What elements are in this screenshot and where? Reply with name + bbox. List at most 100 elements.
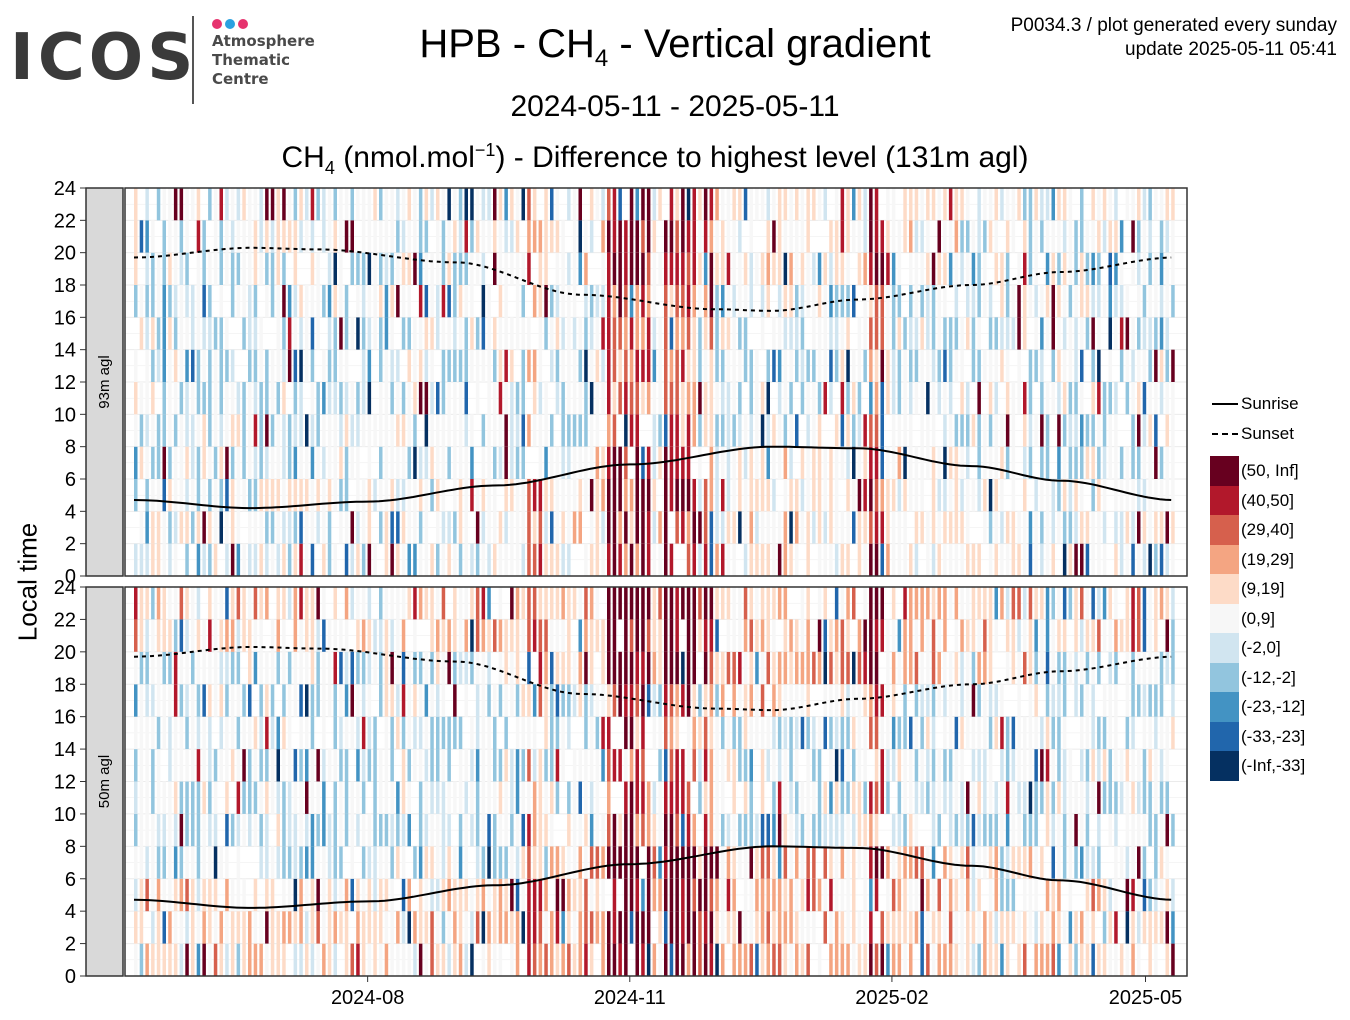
heat-cell [475, 749, 480, 782]
heat-cell [646, 543, 651, 576]
heat-cell [572, 813, 577, 847]
heat-cell [1005, 878, 1010, 912]
heat-cell [179, 188, 184, 221]
heat-cell [162, 943, 166, 976]
heat-cell [538, 749, 543, 782]
heat-cell [1091, 220, 1095, 253]
heat-cell [1023, 781, 1027, 814]
heat-cell [384, 651, 389, 685]
heat-cell [504, 911, 508, 944]
heat-cell [1154, 781, 1158, 814]
heat-cell [806, 220, 810, 253]
heat-cell [954, 414, 959, 447]
heat-cell [886, 285, 890, 318]
heat-cell [863, 813, 867, 847]
heat-cell [1068, 651, 1073, 685]
heat-cell [447, 285, 451, 318]
heat-cell [920, 943, 924, 976]
heat-cell [652, 511, 657, 544]
heat-cell [966, 414, 970, 447]
legend-item-category: (0,9] [1210, 603, 1340, 633]
heat-cell [641, 188, 645, 221]
heat-cell [504, 781, 508, 814]
heat-cell [145, 619, 149, 652]
heat-cell [361, 188, 366, 221]
heat-cell [373, 220, 377, 253]
heat-cell [612, 285, 617, 318]
heat-cell [760, 382, 765, 415]
panel-border [124, 187, 1188, 577]
heat-cell [1125, 349, 1130, 382]
heat-cell [709, 349, 714, 382]
heat-cell [179, 382, 184, 415]
heat-cell [1097, 749, 1101, 782]
heat-cell [191, 414, 195, 447]
heat-cell [646, 813, 651, 847]
heat-cell [1028, 252, 1033, 285]
heat-cell [772, 684, 776, 717]
heat-cell [179, 943, 184, 976]
heat-cell [681, 781, 685, 814]
heat-cell [436, 911, 440, 944]
heat-cell [287, 846, 292, 879]
heat-cell [698, 317, 702, 350]
heat-cell [555, 543, 560, 576]
heat-cell [806, 543, 810, 576]
heat-cell [943, 716, 947, 750]
heat-cell [327, 285, 332, 318]
heat-cell [1000, 911, 1004, 944]
heat-cell [316, 446, 320, 479]
heat-cell [931, 317, 936, 350]
heat-cell [823, 479, 827, 512]
heat-cell [572, 749, 577, 782]
heat-cell [903, 911, 907, 944]
heat-cell [607, 446, 611, 479]
heat-cell [1000, 684, 1004, 717]
heat-cell [1062, 511, 1067, 544]
heat-cell [960, 911, 964, 944]
heat-cell [800, 220, 805, 253]
heat-cell [373, 846, 377, 879]
heat-cell [156, 943, 161, 976]
heat-cell [937, 619, 941, 652]
heat-cell [322, 543, 326, 576]
heat-cell [857, 317, 862, 350]
heat-cell [173, 252, 178, 285]
heat-cell [379, 619, 383, 652]
heat-cell [589, 479, 594, 512]
heat-cell [681, 252, 685, 285]
heat-cell [1114, 943, 1118, 976]
heat-cell [333, 252, 337, 285]
heat-cell [179, 813, 184, 847]
heat-cell [869, 285, 873, 318]
heat-cell [692, 188, 696, 221]
heat-cell [1154, 943, 1158, 976]
heat-cell [920, 382, 924, 415]
heat-cell [629, 414, 634, 447]
heat-cell [384, 781, 389, 814]
heat-cell [1165, 587, 1169, 620]
heat-cell [401, 285, 406, 318]
heat-cell [1051, 943, 1055, 976]
heat-cell [168, 220, 172, 253]
heat-cell [658, 511, 662, 544]
heat-cell [327, 479, 332, 512]
legend-item-category: (9,19] [1210, 574, 1340, 604]
heat-cell [732, 414, 736, 447]
legend-label: (-Inf,-33] [1241, 756, 1306, 775]
heat-cell [481, 317, 486, 350]
heat-cell [259, 651, 263, 685]
heat-cell [1165, 781, 1169, 814]
heat-cell [1045, 781, 1050, 814]
heat-cell [777, 543, 782, 576]
heat-cell [168, 285, 172, 318]
heat-cell [1034, 317, 1038, 350]
heat-cell [909, 943, 913, 976]
heat-cell [521, 382, 525, 415]
heat-cell [721, 943, 725, 976]
heat-cell [316, 619, 320, 652]
heat-cell [173, 511, 178, 544]
heat-cell [595, 587, 600, 620]
heat-cell [151, 543, 155, 576]
heat-cell [532, 846, 537, 879]
